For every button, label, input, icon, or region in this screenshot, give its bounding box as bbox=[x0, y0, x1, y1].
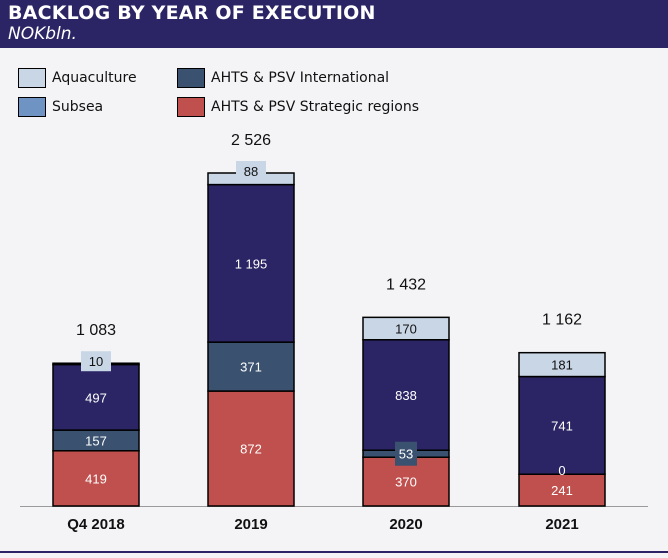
data-label: 371 bbox=[240, 360, 262, 375]
data-label: 0 bbox=[558, 463, 565, 478]
legend-label: Subsea bbox=[52, 99, 104, 115]
data-label: 157 bbox=[85, 433, 107, 448]
data-label: 88 bbox=[244, 164, 258, 179]
legend-item-ahts-strategic: AHTS & PSV Strategic regions bbox=[177, 97, 419, 117]
data-label: 838 bbox=[395, 388, 417, 403]
data-label: 170 bbox=[395, 322, 417, 337]
total-label: 1 432 bbox=[386, 276, 426, 293]
bar-segment bbox=[518, 473, 606, 507]
legend-swatch-ahts-international bbox=[177, 68, 205, 88]
x-tick-label: Q4 2018 bbox=[67, 516, 125, 533]
data-label: 1 195 bbox=[235, 256, 268, 271]
bar-segment bbox=[518, 351, 606, 378]
legend-label: Aquaculture bbox=[52, 70, 137, 86]
bottom-divider bbox=[0, 551, 668, 553]
legend-label: AHTS & PSV Strategic regions bbox=[211, 99, 420, 115]
header-bar: BACKLOG BY YEAR OF EXECUTION NOKbln. bbox=[0, 0, 668, 48]
chart-subtitle: NOKbln. bbox=[8, 24, 77, 44]
legend-item-aquaculture: Aquaculture bbox=[18, 68, 137, 88]
bar-segment bbox=[52, 450, 140, 507]
data-label: 872 bbox=[240, 442, 262, 457]
chart-title: BACKLOG BY YEAR OF EXECUTION bbox=[8, 2, 376, 24]
data-label: 181 bbox=[551, 358, 573, 373]
data-label-badge bbox=[81, 351, 111, 372]
total-label: 2 526 bbox=[231, 132, 271, 149]
data-label-badge bbox=[236, 161, 266, 181]
data-label: 497 bbox=[85, 390, 107, 405]
bar-segment bbox=[207, 341, 295, 392]
data-label-badge bbox=[395, 441, 417, 466]
legend-swatch-aquaculture bbox=[18, 68, 46, 88]
bar-segment bbox=[52, 363, 140, 431]
total-label: 1 083 bbox=[76, 322, 116, 339]
data-label: 419 bbox=[85, 471, 107, 486]
data-label: 53 bbox=[399, 447, 413, 462]
data-label: 241 bbox=[551, 483, 573, 498]
legend-label: AHTS & PSV International bbox=[211, 70, 390, 86]
data-label: 10 bbox=[89, 354, 103, 369]
data-label: 741 bbox=[551, 418, 573, 433]
total-label: 1 162 bbox=[542, 312, 582, 329]
x-tick-label: 2019 bbox=[234, 516, 267, 533]
legend-swatch-ahts-strategic bbox=[177, 97, 205, 117]
bar-segment bbox=[362, 339, 450, 451]
legend-swatch-subsea bbox=[18, 97, 46, 117]
bar-segment bbox=[207, 183, 295, 343]
x-tick-label: 2021 bbox=[545, 516, 578, 533]
legend-item-ahts-international: AHTS & PSV International bbox=[177, 68, 389, 88]
data-label: 370 bbox=[395, 475, 417, 490]
bar-segment bbox=[362, 316, 450, 341]
x-tick-label: 2020 bbox=[389, 516, 422, 533]
legend-item-subsea: Subsea bbox=[18, 97, 103, 117]
bar-segment bbox=[518, 375, 606, 475]
